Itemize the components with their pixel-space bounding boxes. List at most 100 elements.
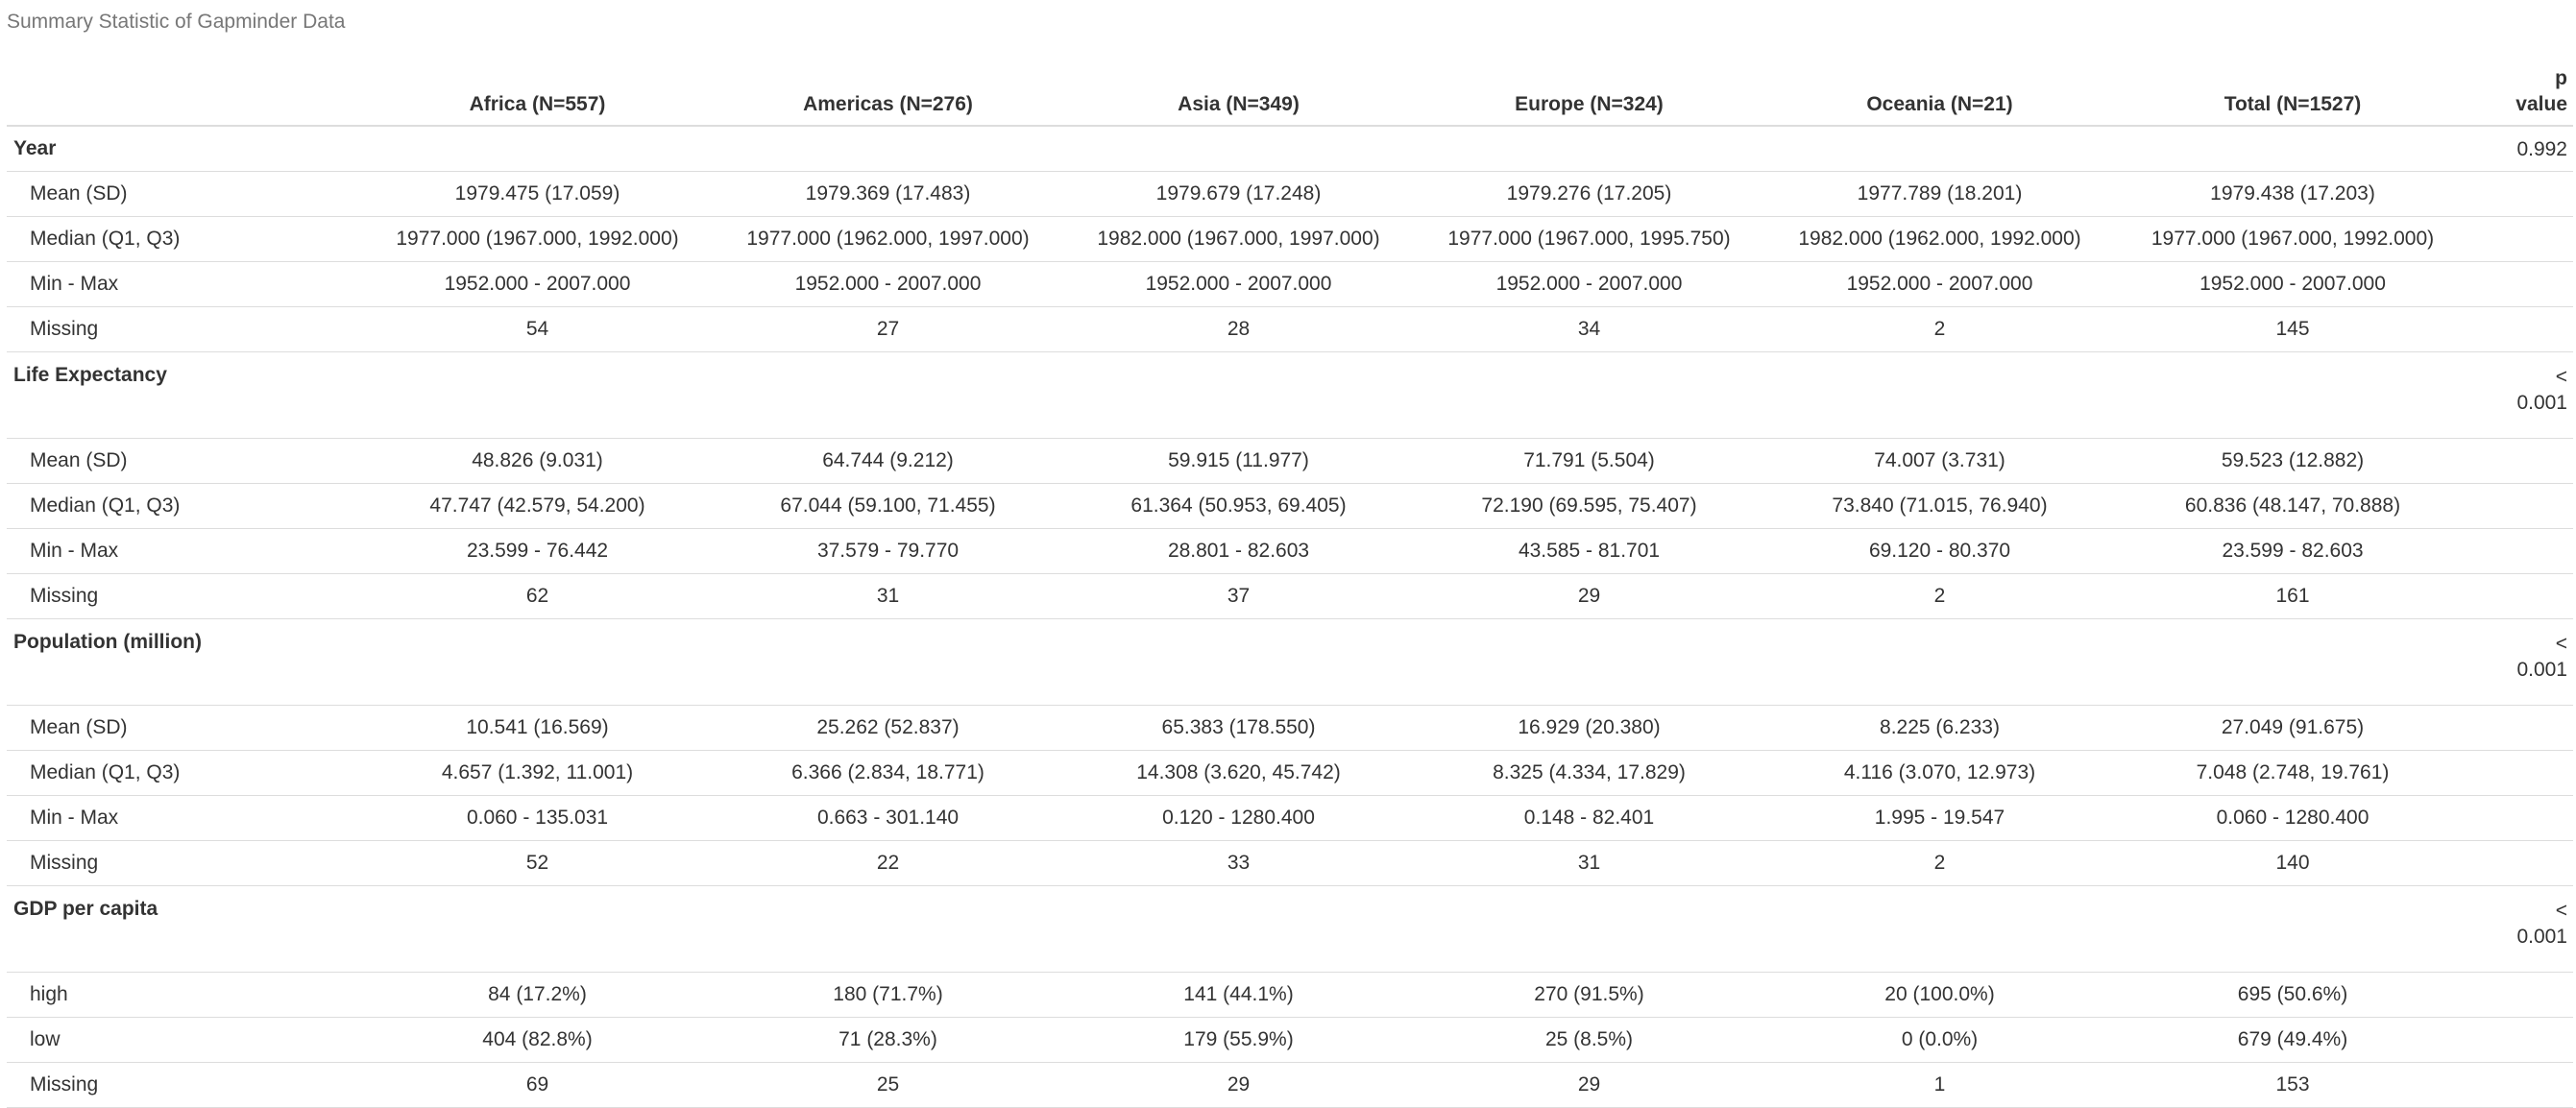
value-europe: 72.190 (69.595, 75.407)	[1414, 483, 1764, 529]
variable-row-life-expectancy: Life Expectancy <0.001	[7, 351, 2573, 439]
value-europe: 270 (91.5%)	[1414, 972, 1764, 1018]
empty-cell	[1764, 618, 2115, 706]
value-europe: 25 (8.5%)	[1414, 1017, 1764, 1063]
header-total: Total (N=1527)	[2115, 60, 2470, 127]
table-row: Median (Q1, Q3) 1977.000 (1967.000, 1992.…	[7, 216, 2573, 262]
value-africa: 1952.000 - 2007.000	[362, 261, 713, 307]
table-row: Median (Q1, Q3) 47.747 (42.579, 54.200) 67…	[7, 483, 2573, 529]
p-value-line2: 0.001	[2516, 926, 2567, 948]
value-asia: 179 (55.9%)	[1063, 1017, 1414, 1063]
stat-label: Min - Max	[7, 261, 362, 307]
value-americas: 31	[713, 573, 1063, 619]
empty-cell	[1063, 126, 1414, 172]
value-africa: 0.060 - 135.031	[362, 795, 713, 841]
empty-cell	[2115, 351, 2470, 439]
stat-label: Missing	[7, 573, 362, 619]
value-americas: 25.262 (52.837)	[713, 705, 1063, 751]
value-total: 695 (50.6%)	[2115, 972, 2470, 1018]
value-oceania: 1.995 - 19.547	[1764, 795, 2115, 841]
value-europe: 1979.276 (17.205)	[1414, 171, 1764, 217]
empty-cell	[1414, 618, 1764, 706]
stat-label: low	[7, 1017, 362, 1063]
p-value-line2: 0.001	[2516, 659, 2567, 681]
header-americas: Americas (N=276)	[713, 60, 1063, 127]
stat-label: Missing	[7, 306, 362, 352]
value-americas: 67.044 (59.100, 71.455)	[713, 483, 1063, 529]
value-asia: 14.308 (3.620, 45.742)	[1063, 750, 1414, 796]
table-row: Min - Max 1952.000 - 2007.000 1952.000 - 2…	[7, 261, 2573, 307]
table-row: Min - Max 0.060 - 135.031 0.663 - 301.140 0…	[7, 795, 2573, 841]
value-europe: 0.148 - 82.401	[1414, 795, 1764, 841]
value-oceania: 2	[1764, 306, 2115, 352]
value-total: 59.523 (12.882)	[2115, 438, 2470, 484]
stat-label: Missing	[7, 1062, 362, 1108]
value-total: 1952.000 - 2007.000	[2115, 261, 2470, 307]
value-americas: 1979.369 (17.483)	[713, 171, 1063, 217]
variable-label: GDP per capita	[7, 885, 362, 973]
empty-cell	[1414, 885, 1764, 973]
value-oceania: 2	[1764, 840, 2115, 886]
p-value-line2: 0.001	[2516, 392, 2567, 414]
value-asia: 1952.000 - 2007.000	[1063, 261, 1414, 307]
value-europe: 31	[1414, 840, 1764, 886]
p-value-cell: 0.992	[2470, 126, 2573, 172]
empty-cell	[1063, 885, 1414, 973]
value-total: 153	[2115, 1062, 2470, 1108]
stat-label: Min - Max	[7, 795, 362, 841]
table-row: Missing 52 22 33 31 2 140	[7, 840, 2573, 886]
header-asia: Asia (N=349)	[1063, 60, 1414, 127]
value-total: 23.599 - 82.603	[2115, 528, 2470, 574]
table-header: Africa (N=557) Americas (N=276) Asia (N=…	[7, 60, 2573, 127]
empty-cell	[1764, 885, 2115, 973]
value-americas: 1977.000 (1962.000, 1997.000)	[713, 216, 1063, 262]
value-total: 145	[2115, 306, 2470, 352]
stat-label: high	[7, 972, 362, 1018]
table-row: Mean (SD) 48.826 (9.031) 64.744 (9.212) 59.…	[7, 438, 2573, 484]
header-p-value-line2: value	[2515, 93, 2567, 115]
stat-label: Median (Q1, Q3)	[7, 483, 362, 529]
value-asia: 1982.000 (1967.000, 1997.000)	[1063, 216, 1414, 262]
value-europe: 1952.000 - 2007.000	[1414, 261, 1764, 307]
value-africa: 62	[362, 573, 713, 619]
value-americas: 1952.000 - 2007.000	[713, 261, 1063, 307]
header-oceania: Oceania (N=21)	[1764, 60, 2115, 127]
value-asia: 0.120 - 1280.400	[1063, 795, 1414, 841]
empty-p-cell	[2470, 795, 2573, 841]
value-oceania: 0 (0.0%)	[1764, 1017, 2115, 1063]
stat-label: Median (Q1, Q3)	[7, 750, 362, 796]
variable-label: Population (million)	[7, 618, 362, 706]
empty-cell	[713, 126, 1063, 172]
value-americas: 27	[713, 306, 1063, 352]
empty-p-cell	[2470, 573, 2573, 619]
empty-cell	[1414, 351, 1764, 439]
value-americas: 25	[713, 1062, 1063, 1108]
value-asia: 141 (44.1%)	[1063, 972, 1414, 1018]
header-p-value: p value	[2470, 60, 2573, 127]
value-africa: 84 (17.2%)	[362, 972, 713, 1018]
value-europe: 34	[1414, 306, 1764, 352]
value-americas: 22	[713, 840, 1063, 886]
variable-row-gdp-per-capita: GDP per capita <0.001	[7, 885, 2573, 973]
value-asia: 37	[1063, 573, 1414, 619]
value-europe: 1977.000 (1967.000, 1995.750)	[1414, 216, 1764, 262]
empty-cell	[2115, 885, 2470, 973]
value-africa: 52	[362, 840, 713, 886]
p-value-line1: <	[2555, 633, 2567, 655]
value-oceania: 69.120 - 80.370	[1764, 528, 2115, 574]
value-europe: 8.325 (4.334, 17.829)	[1414, 750, 1764, 796]
stat-label: Mean (SD)	[7, 705, 362, 751]
value-oceania: 8.225 (6.233)	[1764, 705, 2115, 751]
value-africa: 48.826 (9.031)	[362, 438, 713, 484]
value-africa: 69	[362, 1062, 713, 1108]
empty-p-cell	[2470, 261, 2573, 307]
empty-cell	[1063, 618, 1414, 706]
value-europe: 16.929 (20.380)	[1414, 705, 1764, 751]
empty-p-cell	[2470, 306, 2573, 352]
stat-label: Missing	[7, 840, 362, 886]
empty-cell	[713, 618, 1063, 706]
value-americas: 6.366 (2.834, 18.771)	[713, 750, 1063, 796]
empty-p-cell	[2470, 216, 2573, 262]
value-asia: 28	[1063, 306, 1414, 352]
empty-cell	[713, 885, 1063, 973]
empty-cell	[2115, 126, 2470, 172]
